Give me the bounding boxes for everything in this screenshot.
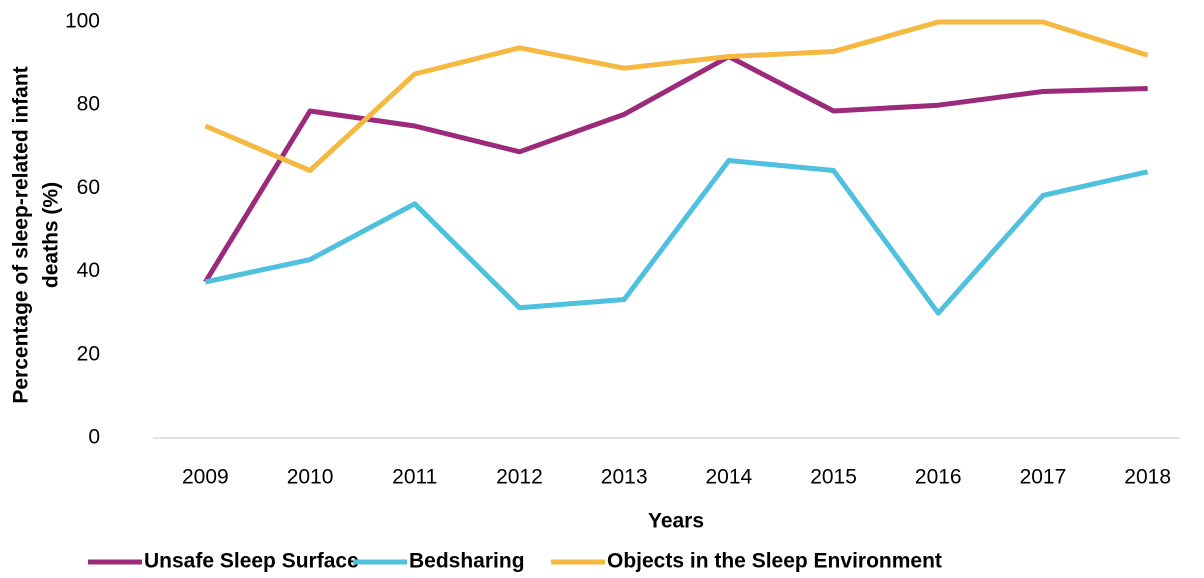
y-tick-label: 40 (77, 259, 100, 282)
x-tick-label: 2013 (601, 466, 648, 489)
x-tick-label: 2015 (810, 466, 857, 489)
line-series (204, 158, 1149, 316)
x-tick-label: 2018 (1124, 466, 1171, 489)
legend-label: Objects in the Sleep Environment (607, 550, 942, 573)
x-axis-title: Years (648, 510, 704, 533)
line-series (204, 19, 1149, 174)
y-tick-label: 100 (65, 10, 100, 33)
y-tick-label: 80 (77, 93, 100, 116)
legend-label: Bedsharing (409, 550, 525, 573)
y-axis-title: Percentage of sleep-related infant (10, 66, 33, 403)
legend-label: Unsafe Sleep Surface (144, 550, 359, 573)
line-series (203, 54, 1148, 284)
x-tick-label: 2014 (705, 466, 752, 489)
x-tick-label: 2016 (915, 466, 962, 489)
y-tick-label: 20 (77, 342, 100, 365)
x-tick-label: 2012 (496, 466, 543, 489)
x-tick-label: 2009 (182, 466, 229, 489)
x-tick-label: 2010 (287, 466, 334, 489)
y-tick-label: 60 (77, 176, 100, 199)
x-tick-label: 2011 (392, 466, 437, 489)
y-axis-title: deaths (%) (40, 182, 63, 288)
x-tick-label: 2017 (1020, 466, 1067, 489)
y-tick-label: 0 (88, 426, 100, 449)
